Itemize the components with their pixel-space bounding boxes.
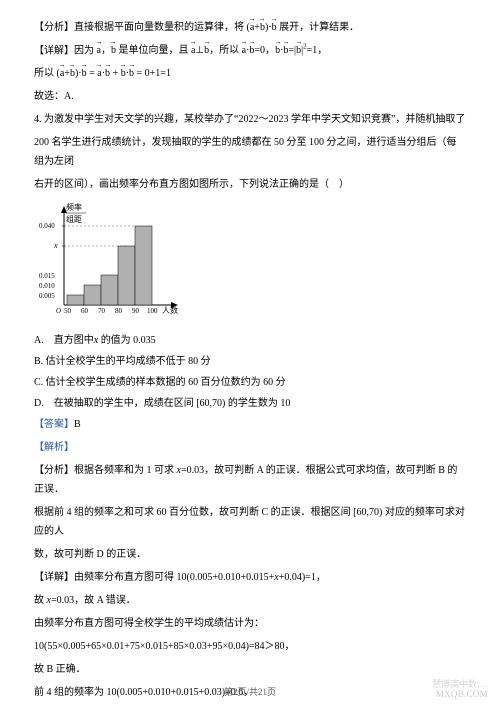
svg-text:80: 80 <box>115 307 123 315</box>
detail2-2: 故 x=0.03，故 A 错误． <box>34 591 466 610</box>
q4-line2: 200 名学生进行成绩统计，发现抽取的学生的成绩都在 50 分至 100 分之间… <box>34 133 466 171</box>
analysis-label: 【分析】直接根据平面向量数量积的运算律，将 <box>34 22 247 33</box>
analysis-p1: 【分析】根据各频率和为 1 可求 x=0.03，故可判断 A 的正误．根据公式可… <box>34 461 466 499</box>
detail-mid: 是单位向量，且 a⊥b，所以 a·b=0，b·b=|b|2=1， <box>118 45 327 56</box>
svg-text:50: 50 <box>64 307 72 315</box>
analysis-tail: 展开，计算结果． <box>279 22 359 33</box>
choice-c: C. 估计全校学生成绩的样本数据的 60 百分位数约为 60 分 <box>34 373 466 392</box>
formula-expand: (a+b)·b <box>247 22 277 33</box>
detail2-3: 由频率分布直方图可得全校学生的平均成绩估计为： <box>34 614 466 633</box>
detail2-4: 10(55×0.005+65×0.01+75×0.015+85×0.03+95×… <box>34 637 466 656</box>
ytick-0005: 0.005 <box>39 292 55 300</box>
svg-text:100: 100 <box>147 307 158 315</box>
histogram-svg: 频率 组距 0.040 x 0.015 0.010 0.005 O 50 60 … <box>34 200 184 320</box>
page-footer: 第2页/共21页 <box>0 684 500 701</box>
svg-text:60: 60 <box>81 307 89 315</box>
detail-label: 【详解】因为 <box>34 45 94 56</box>
watermark-bottom: MXQB.COM <box>436 686 488 703</box>
y-label-bottom: 组距 <box>66 214 82 224</box>
vec-a: a，b <box>97 45 116 56</box>
histogram-chart: 频率 组距 0.040 x 0.015 0.010 0.005 O 50 60 … <box>34 200 466 327</box>
q4-line1: 4. 为激发中学生对天文学的兴趣，某校举办了“2022～2023 学年中学天文知… <box>34 110 466 129</box>
answer-line: 【答案】B <box>34 415 466 434</box>
ytick-0040: 0.040 <box>39 222 55 230</box>
answer-label: 【答案】 <box>34 419 74 430</box>
choice-a: A. 直方图中x 的值为 0.035 <box>34 331 466 350</box>
analysis2-label: 【解析】 <box>34 438 466 457</box>
detail2-1: 【详解】由频率分布直方图可得 10(0.005+0.010+0.015+x+0.… <box>34 568 466 587</box>
choice-b: B. 估计全校学生的平均成绩不低于 80 分 <box>34 352 466 371</box>
pick-line: 故选：A. <box>34 87 466 106</box>
ytick-0010: 0.010 <box>39 282 55 290</box>
expand-line: 所以 (a+b)·b = a·b + b·b = 0+1=1 <box>34 64 466 83</box>
svg-text:90: 90 <box>132 307 140 315</box>
ytick-0015: 0.015 <box>39 272 55 280</box>
analysis-p2: 根据前 4 组的频率之和可求 60 百分位数，故可判断 C 的正误．根据区间 [… <box>34 503 466 541</box>
choices-block: A. 直方图中x 的值为 0.035 B. 估计全校学生的平均成绩不低于 80 … <box>34 331 466 413</box>
svg-text:70: 70 <box>98 307 106 315</box>
svg-text:O: O <box>56 307 61 315</box>
analysis-p3: 数，故可判断 D 的正误． <box>34 545 466 564</box>
answer-value: B <box>74 419 81 430</box>
choice-d: D. 在被抽取的学生中，成绩在区间 [60,70) 的学生数为 10 <box>34 394 466 413</box>
x-label: 人数 <box>162 305 178 315</box>
detail2-5: 故 B 正确． <box>34 660 466 679</box>
ytick-x: x <box>53 241 58 250</box>
q4-line3: 右开的区间），画出频率分布直方图如图所示，下列说法正确的是（ ） <box>34 175 466 194</box>
y-label-top: 频率 <box>66 202 82 212</box>
